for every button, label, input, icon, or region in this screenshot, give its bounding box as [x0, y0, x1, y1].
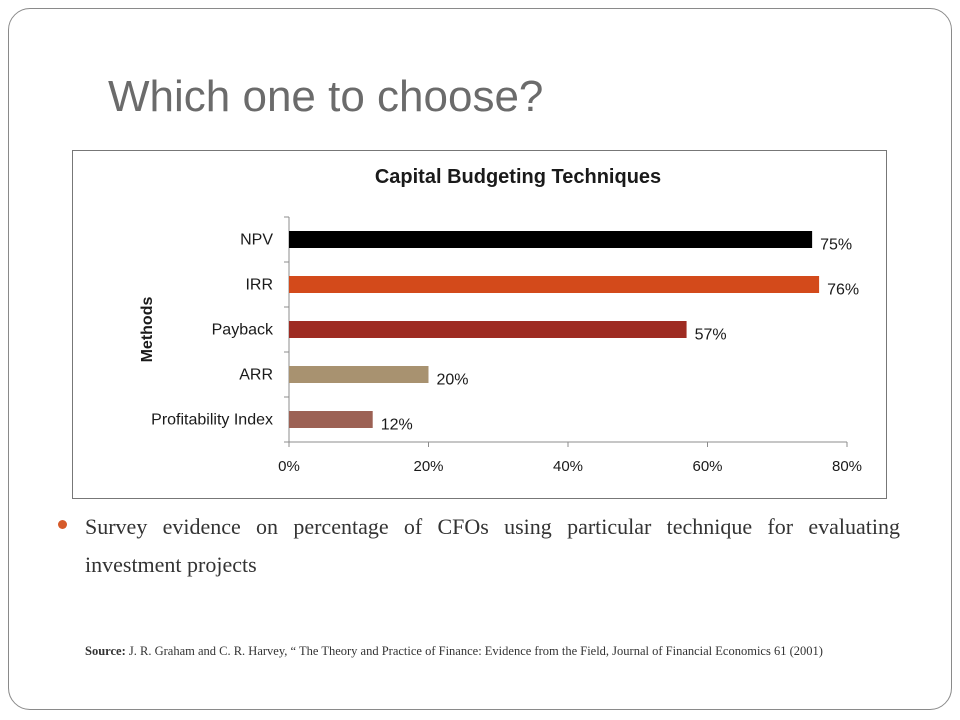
category-label: Profitability Index [151, 412, 273, 429]
bar [289, 321, 687, 338]
bullet-text: Survey evidence on percentage of CFOs us… [85, 514, 900, 577]
bar [289, 231, 813, 248]
x-tick-label: 80% [832, 458, 862, 475]
source-reference: J. R. Graham and C. R. Harvey, “ The The… [128, 644, 823, 658]
bar [289, 411, 373, 428]
source-label: Source: [85, 644, 126, 658]
x-tick-label: 0% [278, 458, 300, 475]
y-axis-label: Methods [139, 297, 156, 363]
data-label: 76% [827, 282, 859, 299]
category-label: Payback [212, 322, 274, 339]
x-tick-label: 60% [692, 458, 722, 475]
chart-title: Capital Budgeting Techniques [375, 166, 661, 188]
chart-area: Capital Budgeting Techniques Methods 0% 20%… [72, 150, 887, 499]
category-label: IRR [245, 277, 273, 294]
bar [289, 366, 429, 383]
x-tick-label: 40% [553, 458, 583, 475]
x-tick-label: 20% [413, 458, 443, 475]
bullet-dot-icon [58, 520, 67, 529]
data-label: 57% [695, 327, 727, 344]
category-label: NPV [240, 232, 273, 249]
source-citation: Source: J. R. Graham and C. R. Harvey, “… [85, 638, 900, 665]
category-label: ARR [239, 367, 273, 384]
data-label: 75% [820, 237, 852, 254]
data-label: 12% [381, 417, 413, 434]
bar-chart: Capital Budgeting Techniques Methods 0% 20%… [139, 166, 862, 475]
bar [289, 276, 820, 293]
slide-title: Which one to choose? [108, 72, 544, 121]
data-label: 20% [437, 372, 469, 389]
